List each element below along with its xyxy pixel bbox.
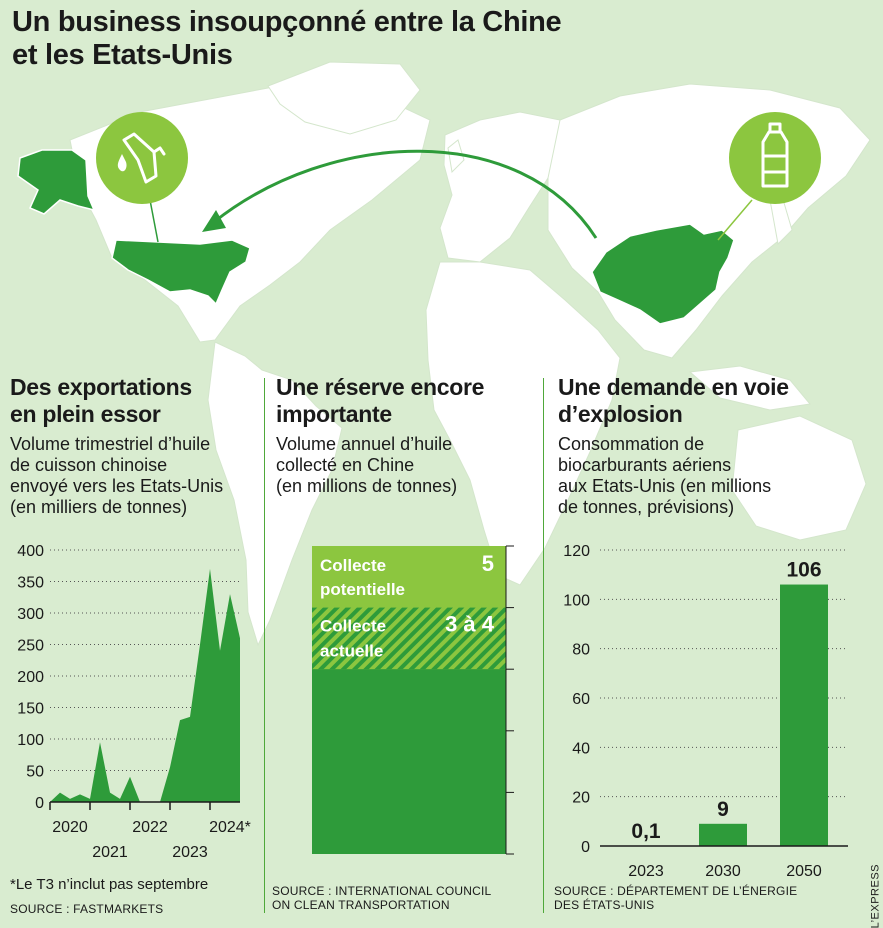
demand-x-tick-label: 2023: [628, 863, 664, 880]
exports-title: Des exportations en plein essor: [10, 374, 260, 428]
demand-subtitle-line-3: aux Etats-Unis (en millions: [558, 476, 848, 497]
exports-y-tick-label: 200: [17, 669, 44, 686]
exports-y-tick-label: 350: [17, 575, 44, 592]
exports-y-tick-label: 400: [17, 543, 44, 560]
oil-bottle-icon: [727, 110, 823, 206]
reserve-stacked-bar: Collecte potentielle 5 Collecte actuelle 3 à …: [300, 540, 530, 860]
exports-y-tick-label: 0: [35, 795, 44, 812]
demand-source-line-2: DES ÉTATS-UNIS: [554, 898, 797, 912]
reserve-subtitle-line-3: (en millions de tonnes): [276, 476, 538, 497]
publisher-credit: L’EXPRESS: [869, 864, 881, 928]
reserve-source-line-2: ON CLEAN TRANSPORTATION: [272, 898, 491, 912]
demand-subtitle: Consommation de biocarburants aériens au…: [558, 434, 848, 518]
exports-subtitle-line-4: (en milliers de tonnes): [10, 497, 260, 518]
demand-source: SOURCE : DÉPARTEMENT DE L’ÉNERGIE DES ÉT…: [554, 884, 797, 912]
exports-area-series: [50, 569, 240, 802]
reserve-potential-label: Collecte: [320, 556, 386, 575]
reserve-source-line-1: SOURCE : INTERNATIONAL COUNCIL: [272, 884, 491, 898]
main-title-line-1: Un business insoupçonné entre la Chine: [12, 6, 772, 39]
exports-x-tick-label: 2024*: [209, 819, 251, 836]
reserve-panel-heading: Une réserve encore importante Volume ann…: [276, 374, 538, 497]
demand-panel-heading: Une demande en voie d’explosion Consomma…: [558, 374, 848, 518]
exports-source: SOURCE : FASTMARKETS: [10, 902, 163, 916]
demand-title: Une demande en voie d’explosion: [558, 374, 848, 428]
reserve-potential-label: potentielle: [320, 580, 405, 599]
demand-subtitle-line-2: biocarburants aériens: [558, 455, 848, 476]
demand-title-line-2: d’explosion: [558, 401, 848, 428]
reserve-actual-bar: [312, 669, 506, 854]
reserve-subtitle: Volume annuel d’huile collecté en Chine …: [276, 434, 538, 497]
demand-title-line-1: Une demande en voie: [558, 374, 848, 401]
demand-bar-chart: 0 20 40 60 80 100 120 0,1 2023 9 2030 106 2050: [548, 540, 858, 880]
exports-subtitle: Volume trimestriel d’huile de cuisson ch…: [10, 434, 260, 518]
main-title-line-2: et les Etats-Unis: [12, 39, 772, 72]
demand-x-tick-label: 2050: [786, 863, 822, 880]
exports-y-tick-label: 50: [26, 764, 44, 781]
exports-x-tick-label: 2020: [52, 819, 88, 836]
reserve-title: Une réserve encore importante: [276, 374, 538, 428]
demand-bar: [699, 824, 747, 846]
fuel-pump-icon: [94, 110, 190, 206]
demand-y-tick-label: 80: [572, 642, 590, 659]
exports-y-tick-label: 250: [17, 638, 44, 655]
demand-subtitle-line-4: de tonnes, prévisions): [558, 497, 848, 518]
demand-y-tick-label: 0: [581, 839, 590, 856]
demand-bar-value-label: 9: [717, 798, 729, 821]
exports-title-line-1: Des exportations: [10, 374, 260, 401]
exports-x-tick-label: 2022: [132, 819, 168, 836]
demand-subtitle-line-1: Consommation de: [558, 434, 848, 455]
demand-y-tick-label: 40: [572, 740, 590, 757]
divider-left: [264, 378, 265, 913]
exports-y-tick-label: 300: [17, 606, 44, 623]
demand-y-tick-label: 100: [563, 592, 590, 609]
demand-bar: [780, 585, 828, 846]
exports-subtitle-line-1: Volume trimestriel d’huile: [10, 434, 260, 455]
alaska-shape: [18, 150, 94, 214]
demand-source-line-1: SOURCE : DÉPARTEMENT DE L’ÉNERGIE: [554, 884, 797, 898]
exports-y-tick-label: 100: [17, 732, 44, 749]
reserve-title-line-1: Une réserve encore: [276, 374, 538, 401]
reserve-subtitle-line-2: collecté en Chine: [276, 455, 538, 476]
reserve-actual-value: 3 à 4: [445, 612, 495, 637]
reserve-title-line-2: importante: [276, 401, 538, 428]
exports-x-tick-label: 2023: [172, 844, 208, 861]
exports-subtitle-line-3: envoyé vers les Etats-Unis: [10, 476, 260, 497]
exports-x-tick-label: 2021: [92, 844, 128, 861]
demand-x-tick-label: 2030: [705, 863, 741, 880]
reserve-source: SOURCE : INTERNATIONAL COUNCIL ON CLEAN …: [272, 884, 491, 912]
reserve-actual-label: Collecte: [320, 617, 386, 636]
demand-y-tick-label: 20: [572, 790, 590, 807]
divider-right: [543, 378, 544, 913]
demand-y-tick-label: 120: [563, 543, 590, 560]
main-title: Un business insoupçonné entre la Chine e…: [12, 6, 772, 72]
exports-footnote: *Le T3 n’inclut pas septembre: [10, 876, 208, 894]
reserve-actual-label: actuelle: [320, 642, 383, 661]
demand-bar-value-label: 0,1: [631, 820, 661, 843]
reserve-subtitle-line-1: Volume annuel d’huile: [276, 434, 538, 455]
demand-y-tick-label: 60: [572, 691, 590, 708]
exports-y-tick-label: 150: [17, 701, 44, 718]
demand-bar-value-label: 106: [786, 559, 821, 582]
reserve-potential-value: 5: [482, 551, 494, 576]
exports-panel-heading: Des exportations en plein essor Volume t…: [10, 374, 260, 518]
exports-subtitle-line-2: de cuisson chinoise: [10, 455, 260, 476]
exports-title-line-2: en plein essor: [10, 401, 260, 428]
